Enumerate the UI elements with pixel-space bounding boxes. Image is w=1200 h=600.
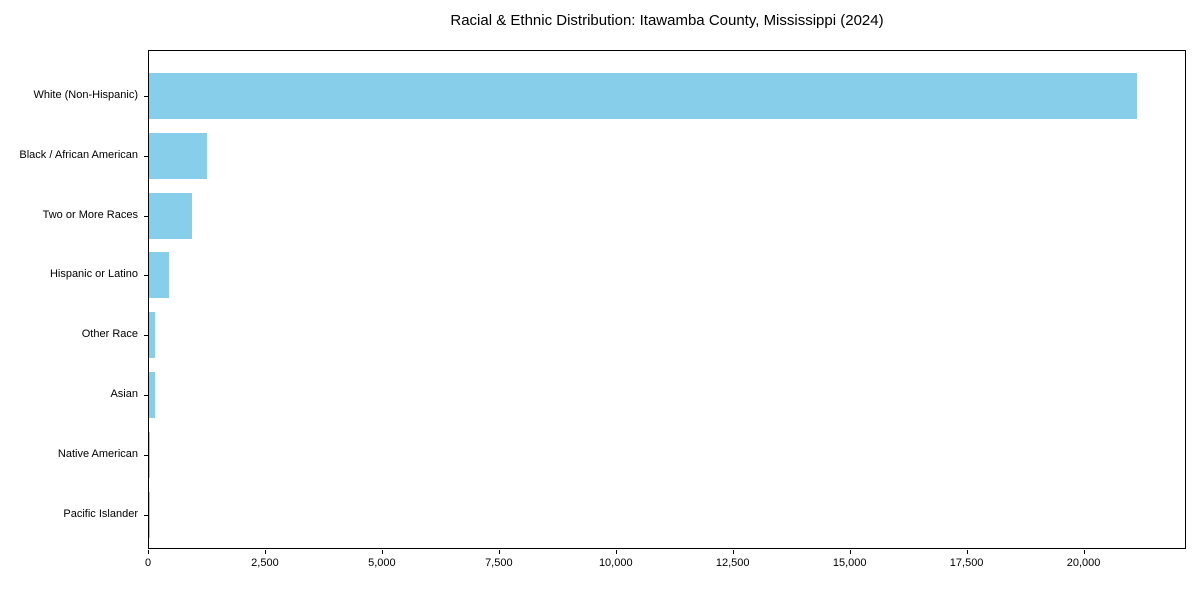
x-tick-mark [732, 550, 734, 554]
x-axis-tick-label: 17,500 [949, 557, 984, 569]
x-axis-tick-label: 10,000 [598, 557, 633, 569]
y-tick-mark [144, 96, 148, 97]
x-axis-tick-label: 2,500 [251, 557, 279, 569]
bar [149, 192, 192, 239]
y-axis-category-label: Black / African American [19, 148, 138, 161]
y-tick-mark [144, 335, 148, 337]
y-axis-category-label: Two or More Races [42, 208, 138, 221]
y-axis-category-label: Other Race [81, 328, 138, 341]
y-tick-mark [144, 454, 148, 456]
bar [149, 372, 155, 418]
x-axis-tick-label: 5,000 [368, 557, 396, 569]
chart-title: Racial & Ethnic Distribution: Itawamba C… [450, 12, 884, 29]
bar [149, 73, 1138, 119]
x-tick-mark [849, 550, 851, 554]
x-axis-tick-label: 20,000 [1066, 557, 1101, 569]
bar [149, 252, 170, 299]
plot-area [148, 50, 1186, 549]
x-tick-mark [615, 550, 617, 554]
y-axis-category-label: Asian [110, 388, 138, 400]
y-tick-mark [144, 155, 148, 157]
y-axis-category-label: Hispanic or Latino [49, 268, 138, 281]
x-tick-mark [498, 550, 500, 554]
y-axis-category-label: Pacific Islander [63, 507, 138, 520]
y-tick-mark [144, 395, 148, 396]
y-tick-mark [144, 215, 148, 217]
x-axis-tick-label: 15,000 [832, 557, 867, 569]
y-axis-category-label: Native American [57, 447, 138, 460]
x-tick-mark [381, 550, 383, 554]
x-axis-tick-label: 0 [144, 557, 152, 569]
x-tick-mark [264, 550, 266, 554]
y-tick-mark [144, 514, 148, 516]
x-tick-mark [1083, 550, 1085, 554]
x-tick-mark [148, 550, 149, 554]
y-axis-category-label: White (Non-Hispanic) [33, 89, 138, 101]
x-tick-mark [966, 550, 968, 554]
bar [149, 312, 156, 359]
bar [149, 431, 150, 478]
bar [149, 132, 207, 179]
x-axis-tick-label: 12,500 [715, 557, 750, 569]
x-axis-tick-label: 7,500 [485, 557, 513, 569]
y-tick-mark [144, 275, 148, 277]
